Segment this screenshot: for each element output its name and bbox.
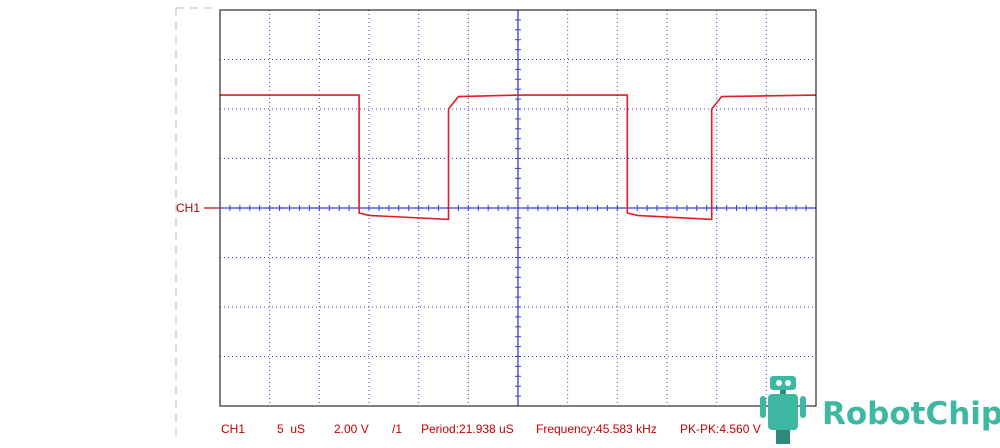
status-probe: /1 (392, 422, 402, 436)
status-pk-pk: PK-PK:4.560 V (680, 422, 761, 436)
plot-border (219, 9, 817, 407)
status-volts-per-div: 2.00 V (334, 422, 369, 436)
brand-name: RobotChip (822, 396, 1000, 432)
status-timebase: 5 uS (277, 422, 305, 436)
brand-logo: RobotChip (760, 376, 1000, 444)
channel-marker-label: CH1 (176, 201, 200, 215)
scope-grid (219, 9, 817, 407)
status-frequency: Frequency:45.583 kHz (536, 422, 657, 436)
series-line-0 (220, 94, 817, 221)
status-channel: CH1 (221, 422, 245, 436)
waveform-trace (220, 94, 817, 221)
robot-icon (760, 376, 806, 444)
plot-frame (219, 9, 817, 407)
status-period: Period:21.938 uS (421, 422, 514, 436)
